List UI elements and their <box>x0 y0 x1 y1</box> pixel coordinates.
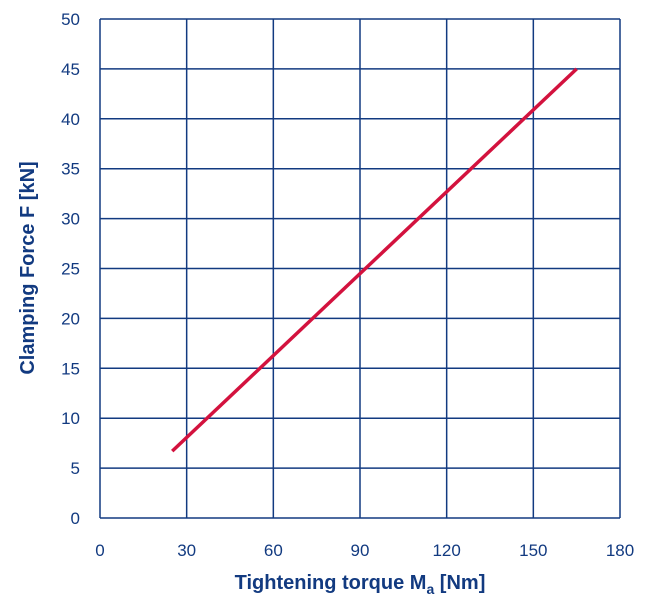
x-tick-label: 60 <box>264 541 283 560</box>
y-axis-ticks: 0 5 10 15 20 25 30 35 40 45 50 <box>61 10 80 528</box>
x-axis-ticks: 0 30 60 90 120 150 180 <box>95 541 634 560</box>
y-tick-label: 15 <box>61 359 80 378</box>
x-tick-label: 30 <box>177 541 196 560</box>
y-tick-label: 40 <box>61 110 80 129</box>
y-axis-title: Clamping Force F [kN] <box>17 161 39 374</box>
y-tick-label: 25 <box>61 260 80 279</box>
y-tick-label: 20 <box>61 309 80 328</box>
y-tick-label: 30 <box>61 210 80 229</box>
x-tick-label: 180 <box>606 541 634 560</box>
x-tick-label: 120 <box>432 541 460 560</box>
series-line-0 <box>171 67 578 453</box>
x-tick-label: 0 <box>95 541 104 560</box>
x-tick-label: 150 <box>519 541 547 560</box>
y-tick-label: 0 <box>71 509 80 528</box>
grid <box>99 18 621 519</box>
y-tick-label: 35 <box>61 160 80 179</box>
series-layer <box>171 67 578 453</box>
x-axis-title: Tightening torque Ma [Nm] <box>235 572 486 597</box>
y-tick-label: 50 <box>61 10 80 29</box>
y-tick-label: 45 <box>61 60 80 79</box>
y-tick-label: 10 <box>61 409 80 428</box>
y-tick-label: 5 <box>71 459 80 478</box>
x-tick-label: 90 <box>351 541 370 560</box>
